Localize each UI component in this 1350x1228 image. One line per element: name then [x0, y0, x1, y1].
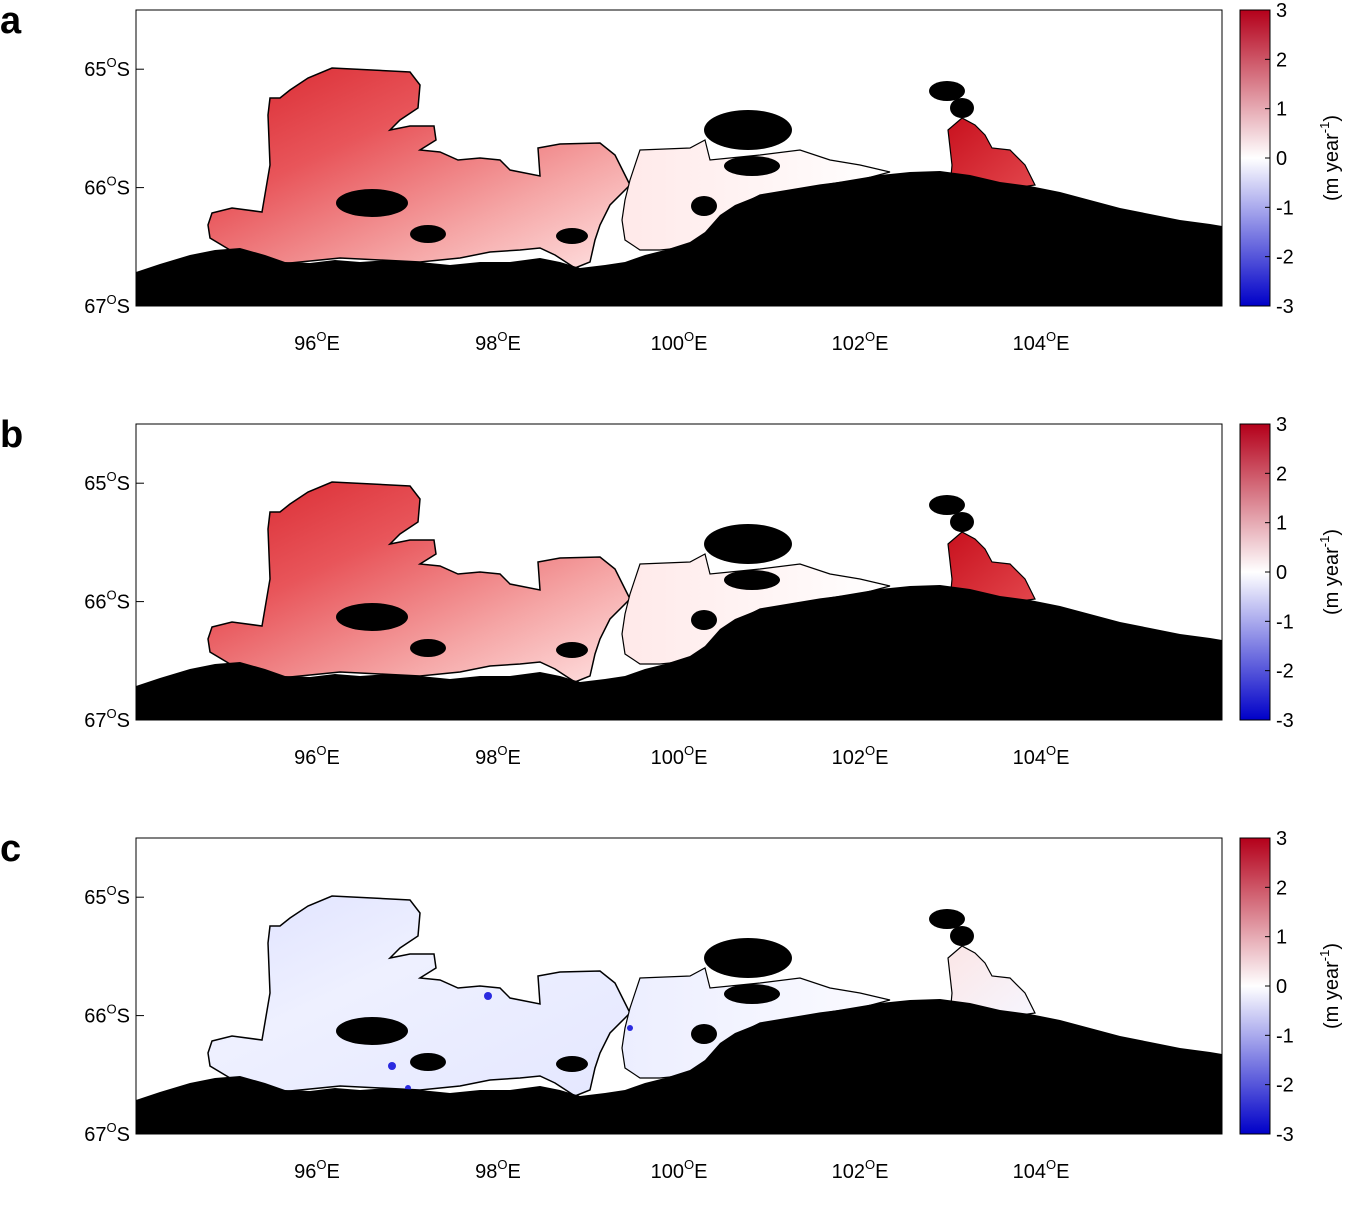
anomaly-spot	[388, 1062, 396, 1070]
x-tick-label: 98OE	[475, 1157, 521, 1183]
island	[704, 110, 792, 150]
colorbar-tick-label: 1	[1276, 513, 1287, 535]
x-tick-label: 102OE	[832, 329, 889, 355]
colorbar-tick-label: -1	[1276, 611, 1294, 633]
panel-a: a 65OS 66OS 67OS 96OE 98OE 100OE 102OE 104OE 3 2 1…	[0, 0, 1350, 400]
island	[950, 512, 974, 532]
y-tick-label: 66OS	[84, 588, 130, 614]
island	[950, 926, 974, 946]
panel-b: b 65OS 66OS 67OS 96OE 98OE 100OE 102OE 104OE 3 2 1…	[0, 414, 1350, 814]
colorbar-tick-label: 3	[1276, 0, 1287, 22]
panel-c: c 65OS 66OS 67OS 96OE 98OE 100OE 102OE 104OE 3 2 1…	[0, 828, 1350, 1228]
island	[336, 189, 408, 217]
x-tick-label: 96OE	[294, 329, 340, 355]
colorbar-tick-label: -3	[1276, 710, 1294, 732]
colorbar-tick-label: 0	[1276, 148, 1287, 170]
ice-shelf-west	[207, 895, 631, 1097]
colorbar-tick-label: 0	[1276, 976, 1287, 998]
island	[704, 938, 792, 978]
island	[724, 156, 780, 176]
ice-shelf-west	[207, 67, 631, 269]
colorbar-tick-label: 1	[1276, 99, 1287, 121]
land-mask	[136, 171, 1222, 306]
island	[929, 81, 965, 101]
x-tick-label: 100OE	[651, 1157, 708, 1183]
y-tick-label: 65OS	[84, 469, 130, 495]
island	[410, 1053, 446, 1071]
anomaly-spot	[484, 992, 492, 1000]
map-panel-c: 65OS 66OS 67OS 96OE 98OE 100OE 102OE 104OE 3 2 1 0 -…	[84, 828, 1343, 1183]
colorbar-label: (m year-1)	[1317, 529, 1343, 615]
ice-shelf-west	[207, 481, 631, 683]
colorbar-tick-label: 1	[1276, 927, 1287, 949]
island	[704, 524, 792, 564]
x-tick-label: 96OE	[294, 1157, 340, 1183]
island	[691, 196, 717, 216]
y-tick-label: 66OS	[84, 174, 130, 200]
panel-letter: c	[0, 828, 22, 870]
y-tick-label: 66OS	[84, 1002, 130, 1028]
x-tick-label: 100OE	[651, 329, 708, 355]
x-tick-label: 96OE	[294, 743, 340, 769]
panel-letter: a	[0, 0, 22, 42]
y-tick-label: 67OS	[84, 292, 130, 318]
island	[410, 639, 446, 657]
colorbar-label: (m year-1)	[1317, 115, 1343, 201]
x-tick-label: 102OE	[832, 1157, 889, 1183]
colorbar-tick-label: -3	[1276, 1124, 1294, 1146]
colorbar-tick-label: 2	[1276, 877, 1287, 899]
island	[556, 642, 588, 658]
colorbar-tick-label: -2	[1276, 661, 1294, 683]
anomaly-spot	[627, 1025, 633, 1031]
y-tick-label: 67OS	[84, 1120, 130, 1146]
island	[691, 1024, 717, 1044]
island	[724, 984, 780, 1004]
y-tick-label: 67OS	[84, 706, 130, 732]
land-mask	[136, 585, 1222, 720]
x-tick-label: 104OE	[1013, 743, 1070, 769]
map-panel-b: 65OS 66OS 67OS 96OE 98OE 100OE 102OE 104OE 3 2 1 0 -…	[84, 414, 1343, 769]
x-tick-label: 98OE	[475, 329, 521, 355]
panel-letter: b	[0, 414, 24, 456]
y-tick-label: 65OS	[84, 883, 130, 909]
colorbar-tick-label: -2	[1276, 1075, 1294, 1097]
colorbar-tick-label: 3	[1276, 414, 1287, 436]
colorbar-tick-label: 2	[1276, 463, 1287, 485]
x-tick-label: 100OE	[651, 743, 708, 769]
island	[691, 610, 717, 630]
x-tick-label: 98OE	[475, 743, 521, 769]
colorbar-label: (m year-1)	[1317, 943, 1343, 1029]
island	[410, 225, 446, 243]
island	[950, 98, 974, 118]
x-tick-label: 104OE	[1013, 1157, 1070, 1183]
island	[336, 1017, 408, 1045]
y-tick-label: 65OS	[84, 55, 130, 81]
x-tick-label: 104OE	[1013, 329, 1070, 355]
colorbar-tick-label: 3	[1276, 828, 1287, 850]
land-mask	[136, 999, 1222, 1134]
colorbar-tick-label: 2	[1276, 49, 1287, 71]
colorbar-tick-label: 0	[1276, 562, 1287, 584]
colorbar-tick-label: -1	[1276, 1025, 1294, 1047]
x-tick-label: 102OE	[832, 743, 889, 769]
island	[724, 570, 780, 590]
colorbar-tick-label: -3	[1276, 296, 1294, 318]
island	[336, 603, 408, 631]
colorbar-tick-label: -1	[1276, 197, 1294, 219]
island	[929, 495, 965, 515]
map-panel-a: 65OS 66OS 67OS 96OE 98OE 100OE 102OE 104OE 3 2 1 0 -…	[84, 0, 1343, 355]
island	[556, 1056, 588, 1072]
island	[929, 909, 965, 929]
island	[556, 228, 588, 244]
colorbar-tick-label: -2	[1276, 247, 1294, 269]
